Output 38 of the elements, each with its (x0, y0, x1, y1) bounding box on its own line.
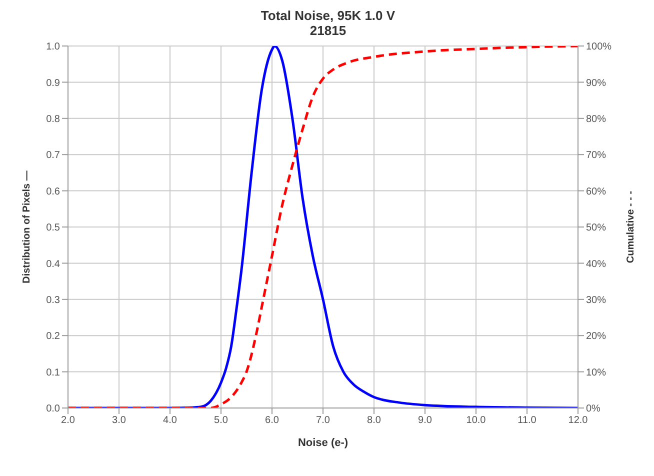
y2-tick-label: 0% (586, 404, 601, 415)
y2-tick-label: 20% (586, 331, 606, 342)
y-tick-label: 0.4 (46, 258, 60, 270)
y2-tick-label: 50% (586, 222, 606, 234)
y-axis-title: Distribution of Pixels — (22, 170, 33, 284)
y2-tick-label: 90% (586, 78, 606, 89)
x-tick-label: 2.0 (61, 415, 76, 426)
y-tick-label: 0.0 (46, 404, 60, 415)
y-tick-label: 0.8 (46, 114, 60, 125)
x-tick-label: 4.0 (163, 415, 178, 426)
y-tick-label: 0.9 (46, 78, 60, 89)
y2-tick-label: 100% (586, 42, 612, 53)
chart-title: Total Noise, 95K 1.0 V (260, 8, 396, 23)
x-tick-label: 3.0 (112, 415, 126, 426)
x-tick-label: 12.0 (568, 415, 588, 426)
y2-tick-label: 10% (586, 367, 606, 378)
y2-tick-label: 30% (586, 294, 606, 306)
x-tick-label: 5.0 (214, 415, 228, 426)
y-tick-label: 0.1 (46, 367, 60, 378)
y-tick-label: 0.3 (46, 294, 60, 306)
y-tick-label: 0.2 (46, 331, 60, 342)
chart-subtitle: 21815 (308, 23, 348, 38)
y2-axis-title: Cumulative - - - (626, 190, 637, 264)
x-tick-label: 10.0 (466, 415, 486, 426)
x-tick-label: 11.0 (518, 415, 537, 426)
x-tick-label: 7.0 (316, 415, 330, 426)
y2-tick-label: 40% (586, 258, 606, 270)
y-tick-label: 1.0 (46, 42, 60, 53)
y2-tick-label: 70% (586, 150, 606, 162)
x-tick-label: 8.0 (367, 415, 382, 426)
x-axis-title: Noise (e-) (298, 437, 348, 449)
y-tick-label: 0.5 (46, 222, 60, 234)
x-tick-label: 6.0 (265, 415, 280, 426)
y2-tick-label: 60% (586, 186, 606, 198)
x-tick-label: 9.0 (418, 415, 432, 426)
y-tick-label: 0.6 (46, 186, 60, 198)
y-tick-label: 0.7 (46, 150, 60, 162)
y2-tick-label: 80% (586, 114, 606, 125)
